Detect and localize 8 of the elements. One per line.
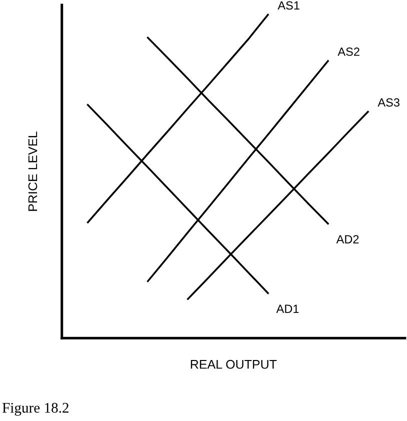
x-axis-title: REAL OUTPUT — [190, 360, 277, 369]
caption: Figure 18.2 — [2, 402, 68, 416]
y-axis-title: PRICE LEVEL — [28, 132, 38, 211]
series-label: AS2 — [338, 48, 360, 56]
series-label: AD1 — [276, 304, 299, 313]
series-label: AD2 — [336, 235, 359, 244]
series-label: AS3 — [378, 98, 400, 107]
series-label: AS1 — [278, 1, 300, 10]
